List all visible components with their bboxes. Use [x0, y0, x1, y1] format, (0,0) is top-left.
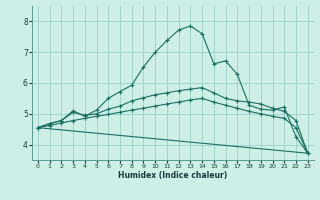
X-axis label: Humidex (Indice chaleur): Humidex (Indice chaleur) — [118, 171, 228, 180]
